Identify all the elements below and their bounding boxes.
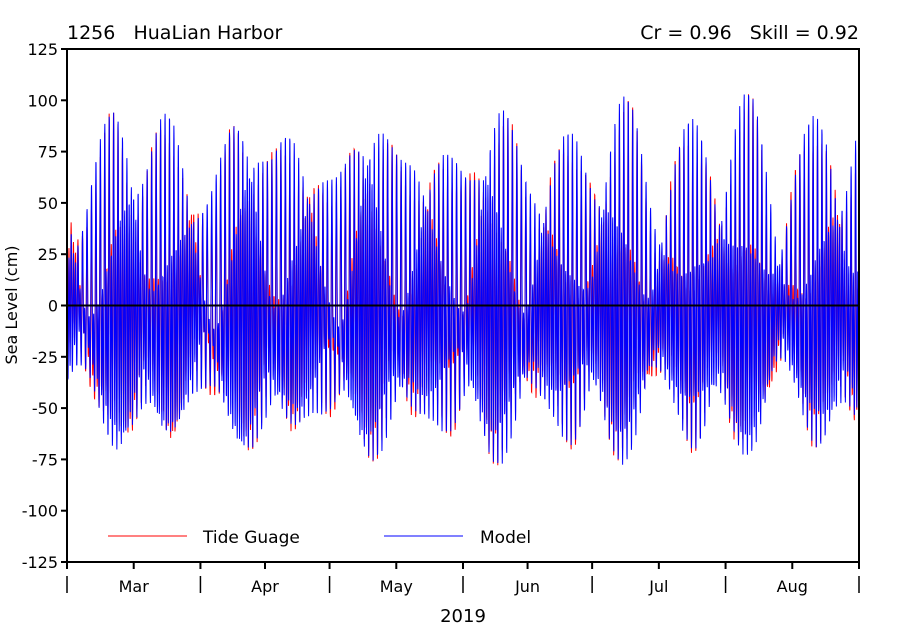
month-label: Jun [514, 577, 540, 596]
y-tick-label: 50 [38, 194, 58, 213]
month-label: Aug [777, 577, 808, 596]
y-tick-label: -125 [22, 553, 58, 572]
y-tick-label: -50 [32, 399, 58, 418]
y-tick-label: -75 [32, 450, 58, 469]
month-label: Mar [119, 577, 150, 596]
month-label: Jul [648, 577, 668, 596]
y-tick-label: -100 [22, 502, 58, 521]
y-tick-label: 75 [38, 143, 58, 162]
chart-title-station: 1256 HuaLian Harbor [67, 22, 282, 44]
legend-label-tide-guage: Tide Guage [202, 528, 300, 548]
y-axis-label: Sea Level (cm) [2, 245, 21, 364]
month-label: Apr [251, 577, 279, 596]
month-label: May [380, 577, 413, 596]
chart-title-stats: Cr = 0.96 Skill = 0.92 [640, 22, 859, 44]
y-tick-label: 100 [27, 91, 58, 110]
y-tick-label: -25 [32, 348, 58, 367]
y-tick-label: 0 [48, 297, 58, 316]
y-tick-label: 125 [27, 40, 58, 59]
legend-label-model: Model [480, 528, 531, 548]
y-tick-label: 25 [38, 245, 58, 264]
x-axis-label: 2019 [440, 606, 486, 627]
